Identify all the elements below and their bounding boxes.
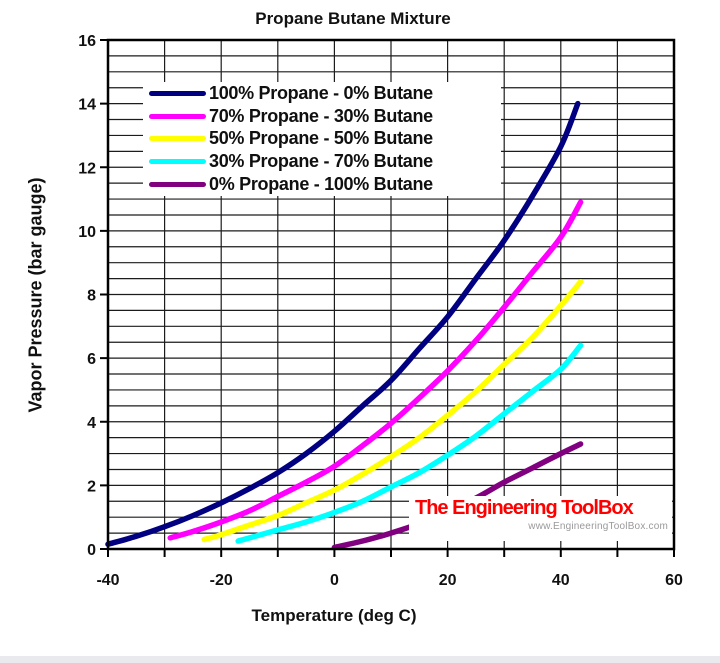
x-tick-label: 60 [665,572,683,589]
legend-swatch [149,136,206,142]
legend-item: 0% Propane - 100% Butane [143,174,501,195]
x-axis-label: Temperature (deg C) [251,606,417,625]
series-paths [105,100,584,551]
watermark-url: www.EngineeringToolBox.com [528,521,668,532]
x-tick-label: 0 [330,572,339,589]
footer-strip [0,656,720,663]
axes-layer: -40 -20 0 20 40 60 0 2 4 6 8 10 12 14 16 [78,33,683,589]
series-curve-2 [201,279,584,543]
series-curve-0 [105,100,581,547]
legend-label: 50% Propane - 50% Butane [209,128,433,149]
legend-item: 50% Propane - 50% Butane [143,128,501,149]
y-tick-label: 8 [87,288,96,305]
y-tick-label: 10 [78,224,96,241]
series-curve-3 [235,342,584,544]
legend-label: 70% Propane - 30% Butane [209,105,433,126]
chart-title: Propane Butane Mixture [255,9,451,28]
legend-label: 0% Propane - 100% Butane [209,174,433,195]
x-tick-label: 40 [552,572,570,589]
y-tick-label: 14 [78,97,96,114]
series-curve-1 [167,199,584,541]
legend-item: 100% Propane - 0% Butane [143,83,501,104]
y-axis-label: Vapor Pressure (bar gauge) [25,177,46,413]
y-tick-label: 12 [78,160,96,177]
x-tick-label: -40 [96,572,119,589]
chart-legend: 100% Propane - 0% Butane 70% Propane - 30… [143,82,501,196]
y-tick-label: 4 [87,415,96,432]
x-tick-label: -20 [210,572,233,589]
legend-item: 70% Propane - 30% Butane [143,106,501,127]
y-tick-label: 0 [87,542,96,559]
x-tick-label: 20 [439,572,457,589]
legend-label: 30% Propane - 70% Butane [209,151,433,172]
y-tick-label: 2 [87,478,96,495]
watermark: The Engineering ToolBox www.EngineeringT… [409,496,672,541]
legend-item: 30% Propane - 70% Butane [143,151,501,172]
legend-swatch [149,182,206,188]
legend-label: 100% Propane - 0% Butane [209,82,433,103]
y-tick-label: 6 [87,351,96,368]
legend-swatch [149,90,206,96]
legend-swatch [149,113,206,119]
y-tick-label: 16 [78,33,96,50]
watermark-title: The Engineering ToolBox [415,497,634,519]
legend-swatch [149,159,206,165]
